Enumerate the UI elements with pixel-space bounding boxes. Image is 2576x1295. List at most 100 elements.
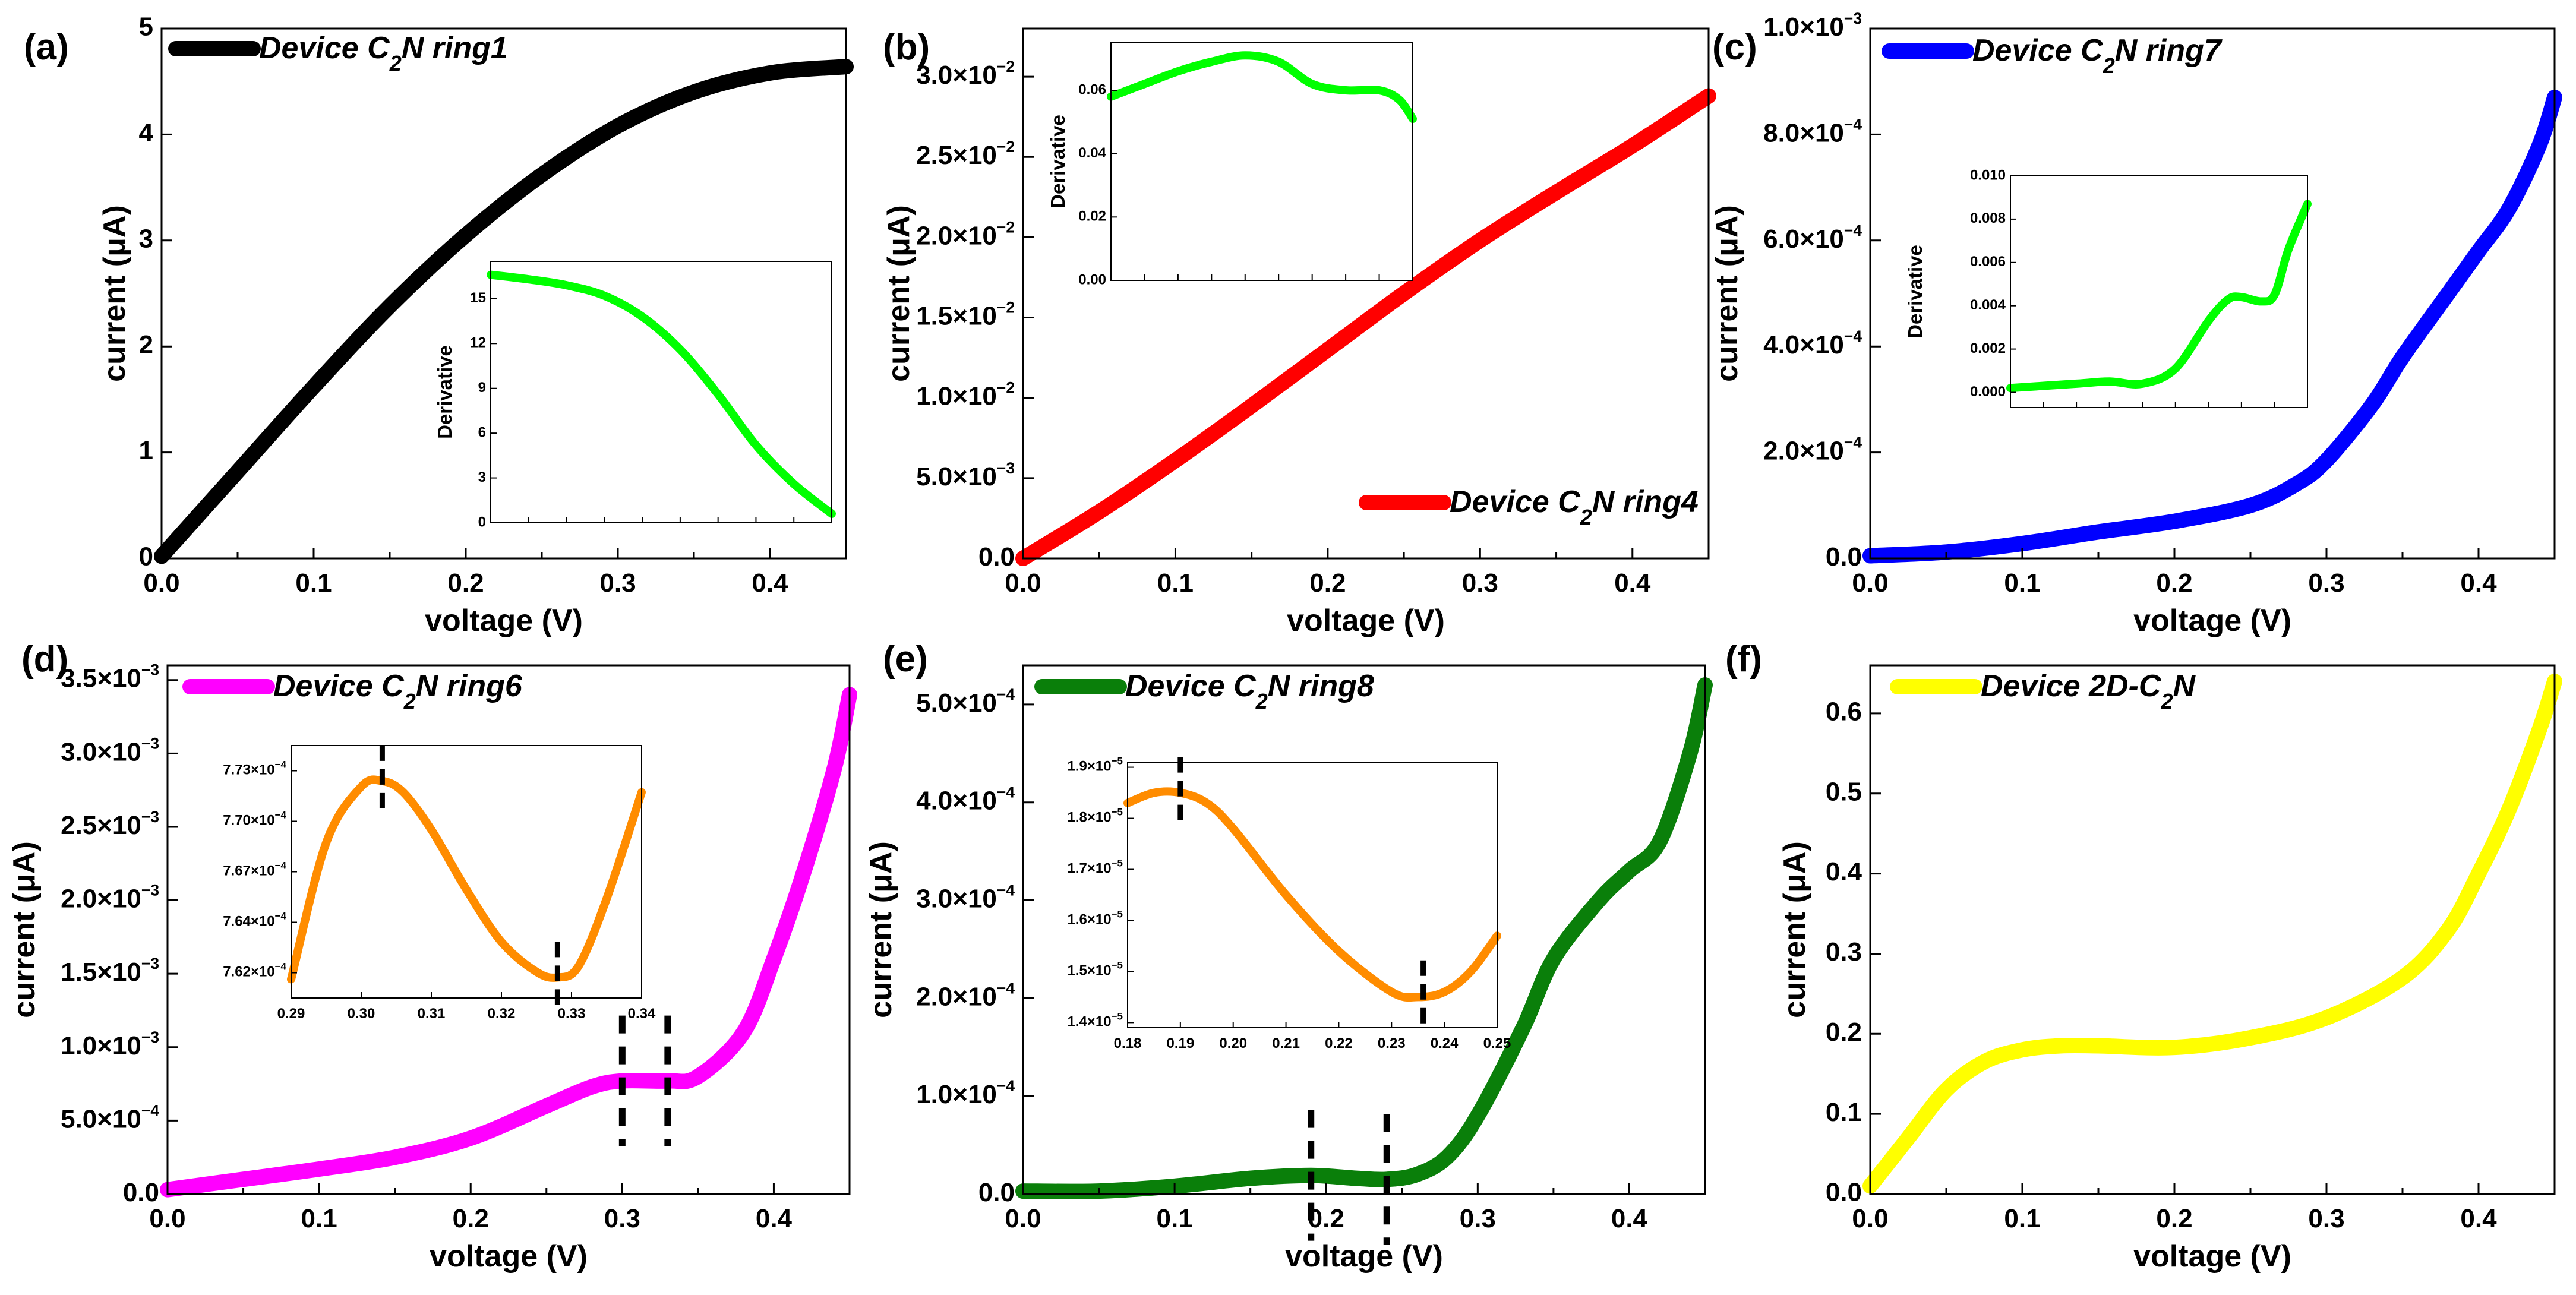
x-tick-label: 0.2: [2156, 568, 2192, 598]
panel-c: (c) 0.0 0.1 0.2 0.3 0.4 0.0 2.0×10−4 4.0×10−4 6.0…: [1710, 10, 2562, 638]
inset-y-tick-label: 15: [470, 290, 486, 306]
x-tick-label: 0.0: [143, 568, 179, 598]
inset-y-tick-label: 9: [478, 380, 486, 396]
inset-y-tick-label: 12: [470, 335, 486, 351]
inset-y-axis-label: Derivative: [1047, 115, 1069, 209]
y-tick-label: 0.0: [1826, 1178, 1862, 1207]
legend-label: Device C2N ring6: [273, 669, 523, 713]
inset-y-tick-label: 0.04: [1078, 145, 1106, 161]
series-line: [1862, 674, 2562, 1194]
y-tick-label: 2.0×10−2: [916, 218, 1015, 250]
inset-x-tick-label: 0.29: [277, 1006, 305, 1022]
inset: 0.000 0.002 0.004 0.006 0.008 0.010 Derivative: [1904, 167, 2312, 408]
x-axis-label: voltage (V): [1287, 604, 1445, 638]
x-tick-label: 0.1: [2004, 1204, 2040, 1233]
y-tick-label: 1.0×10−3: [1763, 10, 1862, 42]
y-tick-label: 0.1: [1826, 1098, 1862, 1127]
y-tick-label: 1.0×10−2: [916, 379, 1015, 411]
y-tick-label: 0.0: [978, 542, 1015, 571]
series-line: [1015, 88, 1716, 566]
x-tick-label: 0.2: [453, 1204, 489, 1233]
x-tick-label: 0.4: [2460, 568, 2497, 598]
inset-y-axis-label: Derivative: [1904, 245, 1926, 339]
panel-label: (b): [883, 27, 930, 68]
y-axis-label: current (μA): [864, 841, 898, 1018]
panel-label: (e): [883, 639, 928, 680]
legend-label: Device C2N ring1: [259, 31, 508, 75]
y-tick-label: 4.0×10−4: [1763, 327, 1862, 359]
inset-frame: [1110, 42, 1413, 281]
inset: 0 3 6 9 12 15 Derivative: [434, 261, 836, 530]
inset-x-tick-label: 0.19: [1166, 1035, 1194, 1051]
y-axis-label: current (μA): [1710, 205, 1744, 382]
inset-y-tick-label: 1.9×10−5: [1068, 756, 1123, 775]
x-tick-label: 0.3: [599, 568, 636, 598]
x-tick-label: 0.1: [1157, 568, 1194, 598]
series-line: [1862, 90, 2562, 564]
inset-y-tick-label: 0.06: [1078, 81, 1106, 97]
inset-frame: [490, 261, 832, 523]
x-tick-label: 0.1: [295, 568, 332, 598]
inset-y-tick-label: 0: [478, 514, 486, 530]
inset-y-tick-label: 6: [478, 424, 486, 440]
inset-y-tick-label: 0.008: [1970, 210, 2006, 226]
plot-frame: [1022, 664, 1706, 1195]
inset-y-tick-label: 3: [478, 469, 486, 485]
plot-frame: [166, 664, 851, 1195]
inset-bg: [491, 261, 832, 523]
y-axis-label: current (μA): [7, 841, 42, 1018]
panel-e: (e)0.0 0.1 0.2 0.3 0.40.01.0×10−42.0×10−43.0…: [864, 639, 1713, 1274]
y-tick-label: 5.0×10−4: [916, 686, 1015, 718]
y-tick-label: 3.0×10−4: [916, 882, 1015, 914]
y-tick-label: 6.0×10−4: [1763, 222, 1862, 254]
inset-y-tick-label: 0.006: [1970, 254, 2006, 270]
inset-y-tick-label: 1.7×10−5: [1068, 858, 1123, 877]
x-axis-label: voltage (V): [2133, 604, 2291, 638]
x-tick-label: 0.4: [752, 568, 788, 598]
y-tick-label: 8.0×10−4: [1763, 115, 1862, 147]
inset-y-tick-label: 0.004: [1970, 297, 2006, 313]
inset-y-tick-label: 0.02: [1078, 209, 1106, 225]
inset-y-axis-label: Derivative: [434, 345, 456, 439]
y-tick-label: 1.0×10−3: [61, 1028, 159, 1060]
inset-x-tick-label: 0.33: [558, 1006, 586, 1022]
x-tick-label: 0.4: [1614, 568, 1651, 598]
x-tick-label: 0.1: [301, 1204, 337, 1233]
x-tick-label: 0.0: [149, 1204, 185, 1233]
y-axis-label: current (μA): [1778, 841, 1812, 1018]
x-axis-label: voltage (V): [430, 1239, 588, 1274]
y-tick-label: 5.0×10−4: [61, 1101, 159, 1133]
y-tick-label: 0.0: [978, 1178, 1015, 1207]
y-tick-label: 3.0×10−2: [916, 58, 1015, 90]
legend-label: Device C2N ring4: [1450, 485, 1699, 529]
y-tick-label: 1.5×10−3: [61, 955, 159, 987]
inset-series-line: [487, 270, 836, 518]
y-tick-label: 3.0×10−3: [61, 734, 159, 766]
inset-series-line: [2006, 200, 2312, 393]
x-tick-label: 0.3: [2308, 1204, 2344, 1233]
inset-y-tick-label: 7.64×10−4: [223, 910, 286, 929]
inset-y-tick-label: 1.6×10−5: [1068, 908, 1123, 927]
x-tick-label: 0.2: [2156, 1204, 2192, 1233]
inset: 0.29 0.30 0.31 0.32 0.33 0.34 7.62×10−4 7.64×10…: [223, 745, 656, 1022]
legend-label: Device C2N ring7: [1972, 33, 2223, 78]
y-tick-label: 0.0: [123, 1178, 159, 1207]
x-tick-label: 0.4: [2460, 1204, 2497, 1233]
x-tick-label: 0.0: [1852, 1204, 1888, 1233]
y-tick-label: 3: [139, 224, 153, 253]
x-tick-label: 0.2: [447, 568, 484, 598]
y-tick-label: 1: [139, 436, 153, 465]
inset-y-tick-label: 7.67×10−4: [223, 860, 286, 879]
inset-x-tick-label: 0.25: [1483, 1035, 1511, 1051]
inset-x-tick-label: 0.21: [1272, 1035, 1300, 1051]
x-tick-label: 0.0: [1852, 568, 1888, 598]
y-tick-label: 2.5×10−2: [916, 138, 1015, 170]
inset-y-tick-label: 7.70×10−4: [223, 809, 286, 828]
panel-label: (d): [21, 639, 68, 680]
x-tick-label: 0.3: [1462, 568, 1498, 598]
series-line: [154, 59, 854, 564]
y-tick-label: 2.5×10−3: [61, 808, 159, 840]
y-tick-label: 0.3: [1826, 937, 1862, 966]
panel-label: (c): [1712, 27, 1757, 68]
